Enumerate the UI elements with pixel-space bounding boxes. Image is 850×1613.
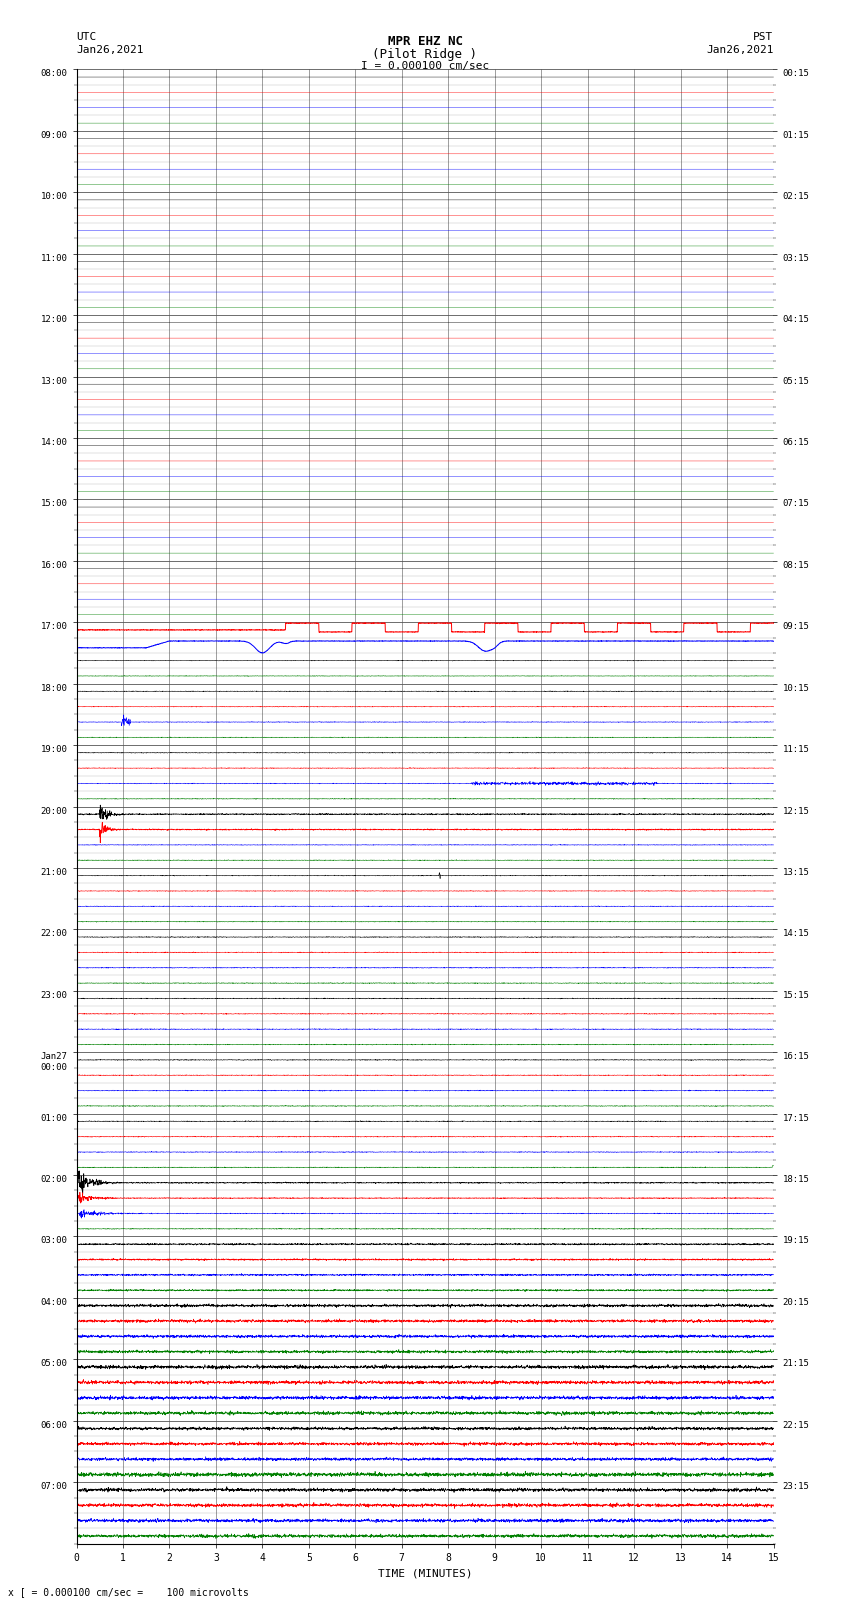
Text: PST: PST	[753, 32, 774, 42]
Text: I = 0.000100 cm/sec: I = 0.000100 cm/sec	[361, 61, 489, 71]
Text: (Pilot Ridge ): (Pilot Ridge )	[372, 48, 478, 61]
Text: UTC: UTC	[76, 32, 97, 42]
Text: Jan26,2021: Jan26,2021	[706, 45, 774, 55]
X-axis label: TIME (MINUTES): TIME (MINUTES)	[377, 1568, 473, 1578]
Text: MPR EHZ NC: MPR EHZ NC	[388, 35, 462, 48]
Text: x [ = 0.000100 cm/sec =    100 microvolts: x [ = 0.000100 cm/sec = 100 microvolts	[8, 1587, 249, 1597]
Text: Jan26,2021: Jan26,2021	[76, 45, 144, 55]
